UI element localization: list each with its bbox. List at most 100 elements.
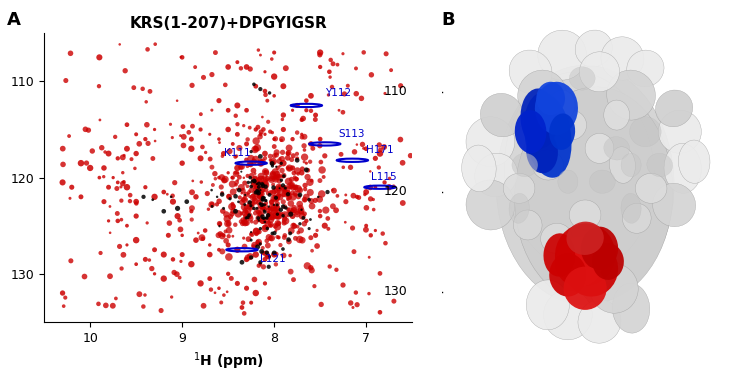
Point bbox=[268, 205, 280, 211]
Point bbox=[93, 54, 105, 60]
Point bbox=[144, 88, 156, 94]
Point bbox=[230, 208, 241, 214]
Point bbox=[279, 212, 291, 218]
Point bbox=[299, 211, 311, 217]
Point bbox=[176, 160, 188, 166]
Point bbox=[262, 243, 274, 249]
Point bbox=[230, 153, 242, 159]
Point bbox=[271, 152, 283, 158]
Point bbox=[292, 230, 304, 236]
Point bbox=[267, 182, 279, 188]
Point bbox=[255, 173, 267, 179]
Point bbox=[158, 252, 169, 258]
Point bbox=[277, 117, 289, 122]
Point bbox=[239, 208, 251, 213]
Point bbox=[339, 219, 351, 225]
Ellipse shape bbox=[512, 153, 538, 176]
Point bbox=[187, 178, 199, 184]
Point bbox=[314, 178, 326, 184]
Point bbox=[102, 151, 114, 157]
Point bbox=[241, 220, 252, 226]
Ellipse shape bbox=[570, 200, 601, 230]
Point bbox=[291, 102, 303, 108]
Point bbox=[230, 154, 241, 160]
Point bbox=[250, 242, 262, 248]
Point bbox=[233, 187, 245, 193]
Point bbox=[302, 167, 314, 173]
Point bbox=[254, 211, 266, 217]
Point bbox=[163, 220, 175, 226]
Point bbox=[278, 186, 290, 192]
Point bbox=[322, 226, 334, 232]
Point bbox=[190, 194, 202, 200]
Point bbox=[300, 98, 312, 104]
Point bbox=[258, 207, 270, 213]
Point bbox=[174, 133, 186, 139]
Point bbox=[285, 184, 297, 189]
Point bbox=[272, 235, 284, 241]
Point bbox=[277, 160, 289, 166]
Point bbox=[231, 179, 243, 185]
Point bbox=[388, 184, 400, 189]
Point bbox=[227, 181, 238, 187]
Point bbox=[305, 198, 317, 204]
Point bbox=[112, 218, 124, 224]
Point bbox=[357, 141, 369, 147]
Point bbox=[252, 199, 264, 205]
Point bbox=[252, 189, 263, 195]
Point bbox=[185, 208, 197, 214]
Point bbox=[64, 195, 76, 201]
Point bbox=[278, 173, 290, 179]
Point bbox=[236, 164, 248, 170]
Point bbox=[360, 146, 372, 152]
Ellipse shape bbox=[567, 222, 604, 255]
Ellipse shape bbox=[541, 223, 572, 253]
Point bbox=[270, 195, 282, 201]
Point bbox=[360, 189, 372, 195]
Point bbox=[250, 210, 261, 216]
Point bbox=[237, 217, 249, 223]
Point bbox=[213, 223, 225, 229]
Point bbox=[224, 214, 236, 220]
Point bbox=[199, 228, 211, 233]
Point bbox=[116, 266, 127, 272]
Point bbox=[216, 174, 227, 180]
Point bbox=[256, 181, 268, 187]
Point bbox=[257, 183, 269, 189]
Point bbox=[369, 155, 381, 161]
Ellipse shape bbox=[658, 110, 701, 153]
Point bbox=[186, 83, 198, 88]
Point bbox=[155, 307, 167, 313]
Point bbox=[165, 121, 177, 127]
Point bbox=[266, 206, 277, 212]
Point bbox=[121, 146, 133, 152]
Point bbox=[258, 195, 270, 201]
Point bbox=[316, 191, 328, 197]
Point bbox=[149, 138, 161, 144]
Point bbox=[75, 194, 87, 200]
Point bbox=[210, 50, 222, 56]
Point bbox=[282, 206, 294, 212]
Point bbox=[241, 157, 252, 163]
Point bbox=[194, 155, 206, 161]
Point bbox=[268, 136, 280, 142]
Point bbox=[349, 149, 361, 155]
Point bbox=[373, 142, 385, 148]
Point bbox=[84, 165, 96, 171]
Point bbox=[361, 205, 372, 211]
Point bbox=[218, 232, 230, 238]
Point bbox=[218, 151, 230, 157]
Point bbox=[263, 205, 275, 211]
Point bbox=[258, 250, 269, 256]
Point bbox=[322, 215, 333, 221]
Point bbox=[305, 235, 316, 241]
Point bbox=[174, 217, 185, 223]
Point bbox=[235, 65, 247, 71]
Point bbox=[130, 261, 142, 267]
Point bbox=[275, 211, 287, 216]
Point bbox=[282, 196, 294, 202]
Point bbox=[239, 210, 251, 216]
Point bbox=[287, 185, 299, 191]
Point bbox=[279, 232, 291, 238]
Point bbox=[161, 191, 173, 197]
